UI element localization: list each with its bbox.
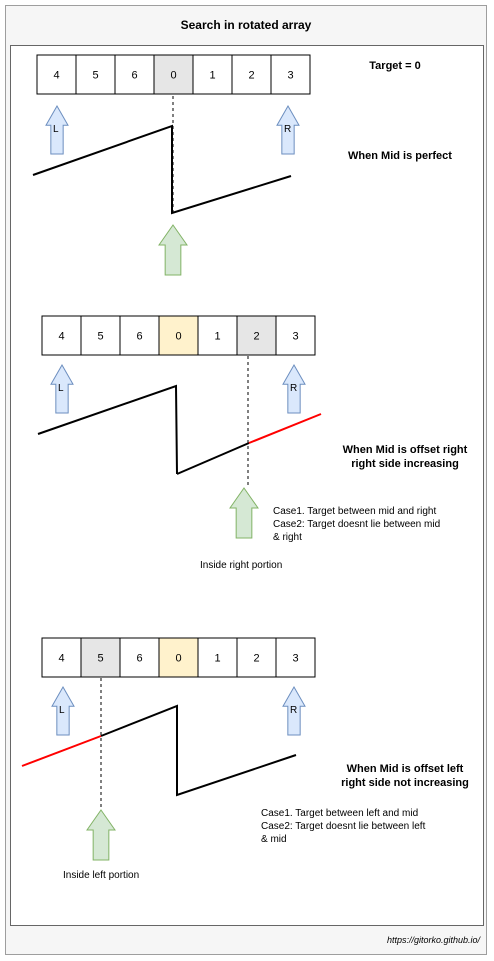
right-pointer-arrow-icon xyxy=(282,685,306,736)
array-cell-2-4 xyxy=(197,637,238,678)
array-value-2-3: 0 xyxy=(175,653,181,665)
array-value-0-2: 6 xyxy=(131,70,137,82)
array-cell-2-2 xyxy=(119,637,160,678)
array-cell-0-6 xyxy=(270,54,311,95)
array-value-1-3: 0 xyxy=(175,331,181,343)
array-cell-2-5 xyxy=(236,637,277,678)
array-cell-2-1 xyxy=(80,637,121,678)
left-pointer-arrow-icon xyxy=(50,363,74,414)
array-cell-1-4 xyxy=(197,315,238,356)
array-value-2-1: 5 xyxy=(97,653,103,665)
array-cell-1-2 xyxy=(119,315,160,356)
array-value-2-0: 4 xyxy=(58,653,64,665)
mid-pointer-arrow-icon xyxy=(229,487,259,539)
left-pointer-arrow-icon xyxy=(51,685,75,736)
left-pointer-arrow-icon xyxy=(45,104,69,155)
portion-label-left: Inside left portion xyxy=(63,870,140,881)
array-value-0-5: 2 xyxy=(248,70,254,82)
rotation-line-tail-1 xyxy=(176,442,250,475)
array-cell-1-0 xyxy=(41,315,82,356)
search-range-line-1 xyxy=(248,413,322,444)
array-value-0-6: 3 xyxy=(287,70,293,82)
target-label: Target = 0 xyxy=(369,60,421,72)
right-pointer-arrow-icon xyxy=(282,363,306,414)
array-cell-2-0 xyxy=(41,637,82,678)
diagram-title: Search in rotated array xyxy=(180,18,312,32)
array-value-1-4: 1 xyxy=(214,331,220,343)
array-cell-1-5 xyxy=(236,315,277,356)
array-cell-0-5 xyxy=(231,54,272,95)
mid-pointer-arrow-icon xyxy=(86,809,116,861)
search-range-line-2 xyxy=(21,735,102,767)
array-value-1-6: 3 xyxy=(292,331,298,343)
array-cell-2-3 xyxy=(158,637,199,678)
array-value-1-0: 4 xyxy=(58,331,64,343)
caption-mid-offset-left: When Mid is offset left right side not i… xyxy=(341,763,469,789)
array-cell-1-1 xyxy=(80,315,121,356)
footer-url[interactable]: https://gitorko.github.io/ xyxy=(386,935,480,945)
diagram-panel xyxy=(10,45,484,926)
array-cell-0-3 xyxy=(153,54,194,95)
rotation-line-1 xyxy=(37,384,178,475)
cases-left: Case1. Target between left and mid Case2… xyxy=(261,808,426,845)
mid-pointer-arrow-icon xyxy=(158,224,188,276)
array-value-0-4: 1 xyxy=(209,70,215,82)
array-value-2-5: 2 xyxy=(253,653,259,665)
array-cell-1-3 xyxy=(158,315,199,356)
portion-label-right: Inside right portion xyxy=(200,560,283,571)
array-value-1-1: 5 xyxy=(97,331,103,343)
array-value-0-0: 4 xyxy=(53,70,59,82)
array-value-0-1: 5 xyxy=(92,70,98,82)
array-cell-1-6 xyxy=(275,315,316,356)
right-pointer-label: R xyxy=(290,383,297,394)
cases-right: Case1. Target between mid and right Case… xyxy=(273,506,441,543)
right-pointer-arrow-icon xyxy=(276,104,300,155)
left-pointer-label: L xyxy=(58,383,64,394)
array-value-1-5: 2 xyxy=(253,331,259,343)
array-value-2-6: 3 xyxy=(292,653,298,665)
rotation-line-2 xyxy=(100,704,297,797)
left-pointer-label: L xyxy=(53,124,59,135)
left-pointer-label: L xyxy=(59,705,65,716)
caption-mid-offset-right: When Mid is offset right right side incr… xyxy=(342,444,468,470)
array-value-2-2: 6 xyxy=(136,653,142,665)
rotation-line-0 xyxy=(32,124,292,215)
caption-mid-perfect: When Mid is perfect xyxy=(348,150,452,162)
right-pointer-label: R xyxy=(290,705,297,716)
array-value-1-2: 6 xyxy=(136,331,142,343)
array-value-0-3: 0 xyxy=(170,70,176,82)
array-cell-2-6 xyxy=(275,637,316,678)
right-pointer-label: R xyxy=(284,124,291,135)
array-cell-0-1 xyxy=(75,54,116,95)
array-value-2-4: 1 xyxy=(214,653,220,665)
